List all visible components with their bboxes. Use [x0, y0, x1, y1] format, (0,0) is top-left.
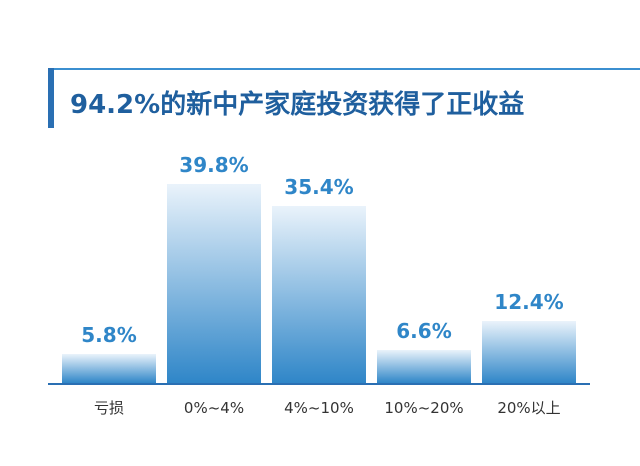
- value-label-1: 39.8%: [179, 153, 248, 177]
- value-label-2: 35.4%: [284, 175, 353, 199]
- category-label-4: 20%以上: [497, 399, 560, 417]
- category-label-2: 4%~10%: [284, 399, 354, 417]
- bar-0: [62, 354, 156, 383]
- category-label-3: 10%~20%: [384, 399, 463, 417]
- bars: [62, 184, 576, 383]
- value-labels: 5.8% 39.8% 35.4% 6.6% 12.4%: [81, 153, 563, 347]
- category-label-0: 亏损: [94, 399, 124, 417]
- bar-1: [167, 184, 261, 383]
- bar-2: [272, 206, 366, 383]
- bar-3: [377, 350, 471, 383]
- value-label-0: 5.8%: [81, 323, 136, 347]
- category-labels: 亏损 0%~4% 4%~10% 10%~20% 20%以上: [94, 399, 561, 417]
- title-block: 94.2%的新中产家庭投资获得了正收益: [48, 64, 640, 128]
- category-label-1: 0%~4%: [184, 399, 244, 417]
- title-accent-bar: [48, 68, 54, 128]
- bar-4: [482, 321, 576, 383]
- chart-title: 94.2%的新中产家庭投资获得了正收益: [70, 90, 525, 120]
- value-label-3: 6.6%: [396, 319, 451, 343]
- value-label-4: 12.4%: [494, 290, 563, 314]
- top-rule: [48, 68, 640, 70]
